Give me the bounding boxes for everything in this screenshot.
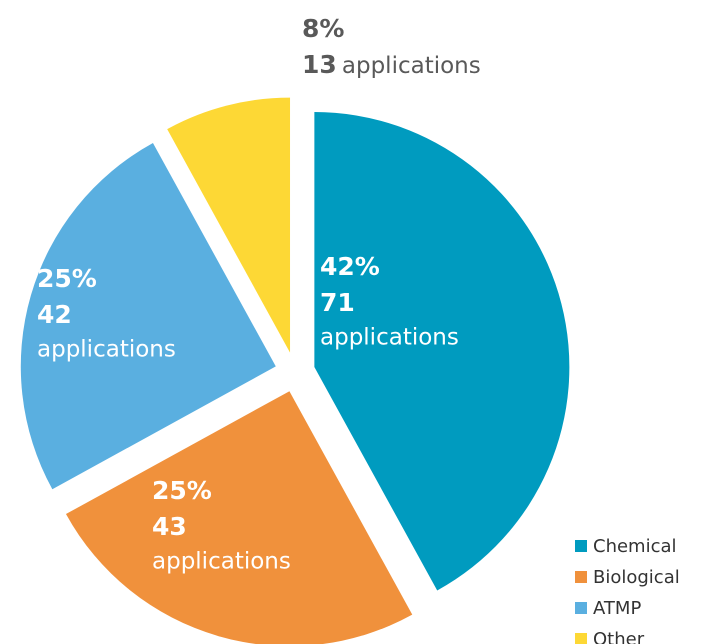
slice-count-unit: applications bbox=[342, 53, 481, 79]
slice-count: 13 bbox=[302, 50, 337, 79]
legend-swatch bbox=[575, 602, 587, 614]
slice-percent-label: 42% bbox=[320, 252, 380, 281]
pie-slice bbox=[167, 97, 291, 353]
legend-label: ATMP bbox=[593, 598, 641, 619]
pie-slice bbox=[65, 391, 413, 644]
slice-percent-label: 8% bbox=[302, 14, 344, 43]
slice-count-unit: applications bbox=[152, 549, 291, 575]
pie-slice bbox=[20, 142, 276, 490]
legend-swatch bbox=[575, 633, 587, 644]
legend-swatch bbox=[575, 571, 587, 583]
slice-count-label: 13 applications bbox=[302, 50, 481, 79]
slice-count-unit: applications bbox=[320, 325, 459, 351]
slice-percent-label: 25% bbox=[152, 476, 212, 505]
legend-label: Chemical bbox=[593, 536, 677, 557]
legend-swatch bbox=[575, 540, 587, 552]
legend-label: Other bbox=[593, 629, 645, 644]
slice-count: 71 bbox=[320, 288, 355, 317]
legend-label: Biological bbox=[593, 567, 680, 588]
pie-slice bbox=[314, 112, 570, 591]
slice-percent-label: 25% bbox=[37, 264, 97, 293]
slice-count-unit: applications bbox=[37, 337, 176, 363]
slice-count: 42 bbox=[37, 300, 72, 329]
slice-count: 43 bbox=[152, 512, 187, 541]
